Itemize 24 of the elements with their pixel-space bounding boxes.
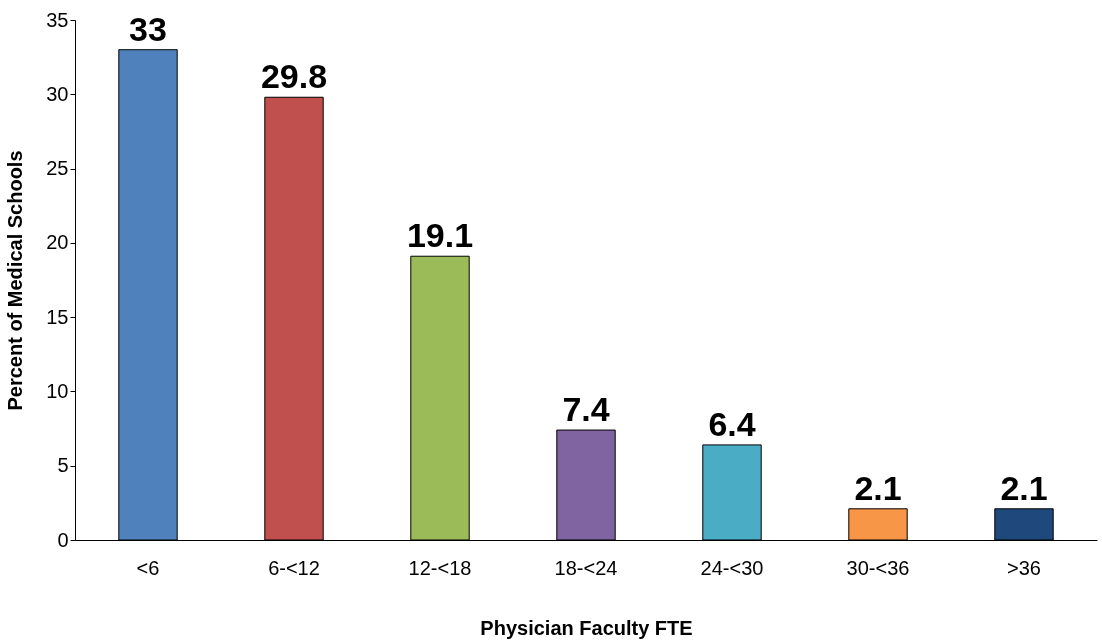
data-label: 19.1 [406,216,474,255]
y-tick-label: 35 [46,8,69,31]
y-tick-label: 10 [46,379,69,402]
x-tick-label: 30-<36 [846,556,910,579]
y-tick-label: 20 [46,231,69,254]
data-label: 2.1 [854,468,902,507]
x-tick-label: >36 [1007,556,1041,579]
x-tick-label: <6 [136,556,160,579]
y-tick-label: 25 [46,157,69,180]
y-tick-label: 30 [46,82,69,105]
y-tick-label: 5 [57,454,69,477]
x-axis-title: Physician Faculty FTE [480,616,693,639]
y-tick-label: 15 [46,305,69,328]
x-tick-label: 6-<12 [268,556,320,579]
x-tick-label: 24-<30 [700,556,764,579]
data-label: 2.1 [1000,468,1048,507]
x-tick-label: 18-<24 [554,556,618,579]
y-tick-label: 0 [57,528,69,551]
data-label: 33 [129,9,167,48]
data-label: 7.4 [562,390,610,429]
data-label: 29.8 [260,57,328,96]
x-tick-label: 12-<18 [408,556,472,579]
data-label: 6.4 [708,404,756,443]
y-axis-title: Percent of Medical Schools [4,150,27,411]
